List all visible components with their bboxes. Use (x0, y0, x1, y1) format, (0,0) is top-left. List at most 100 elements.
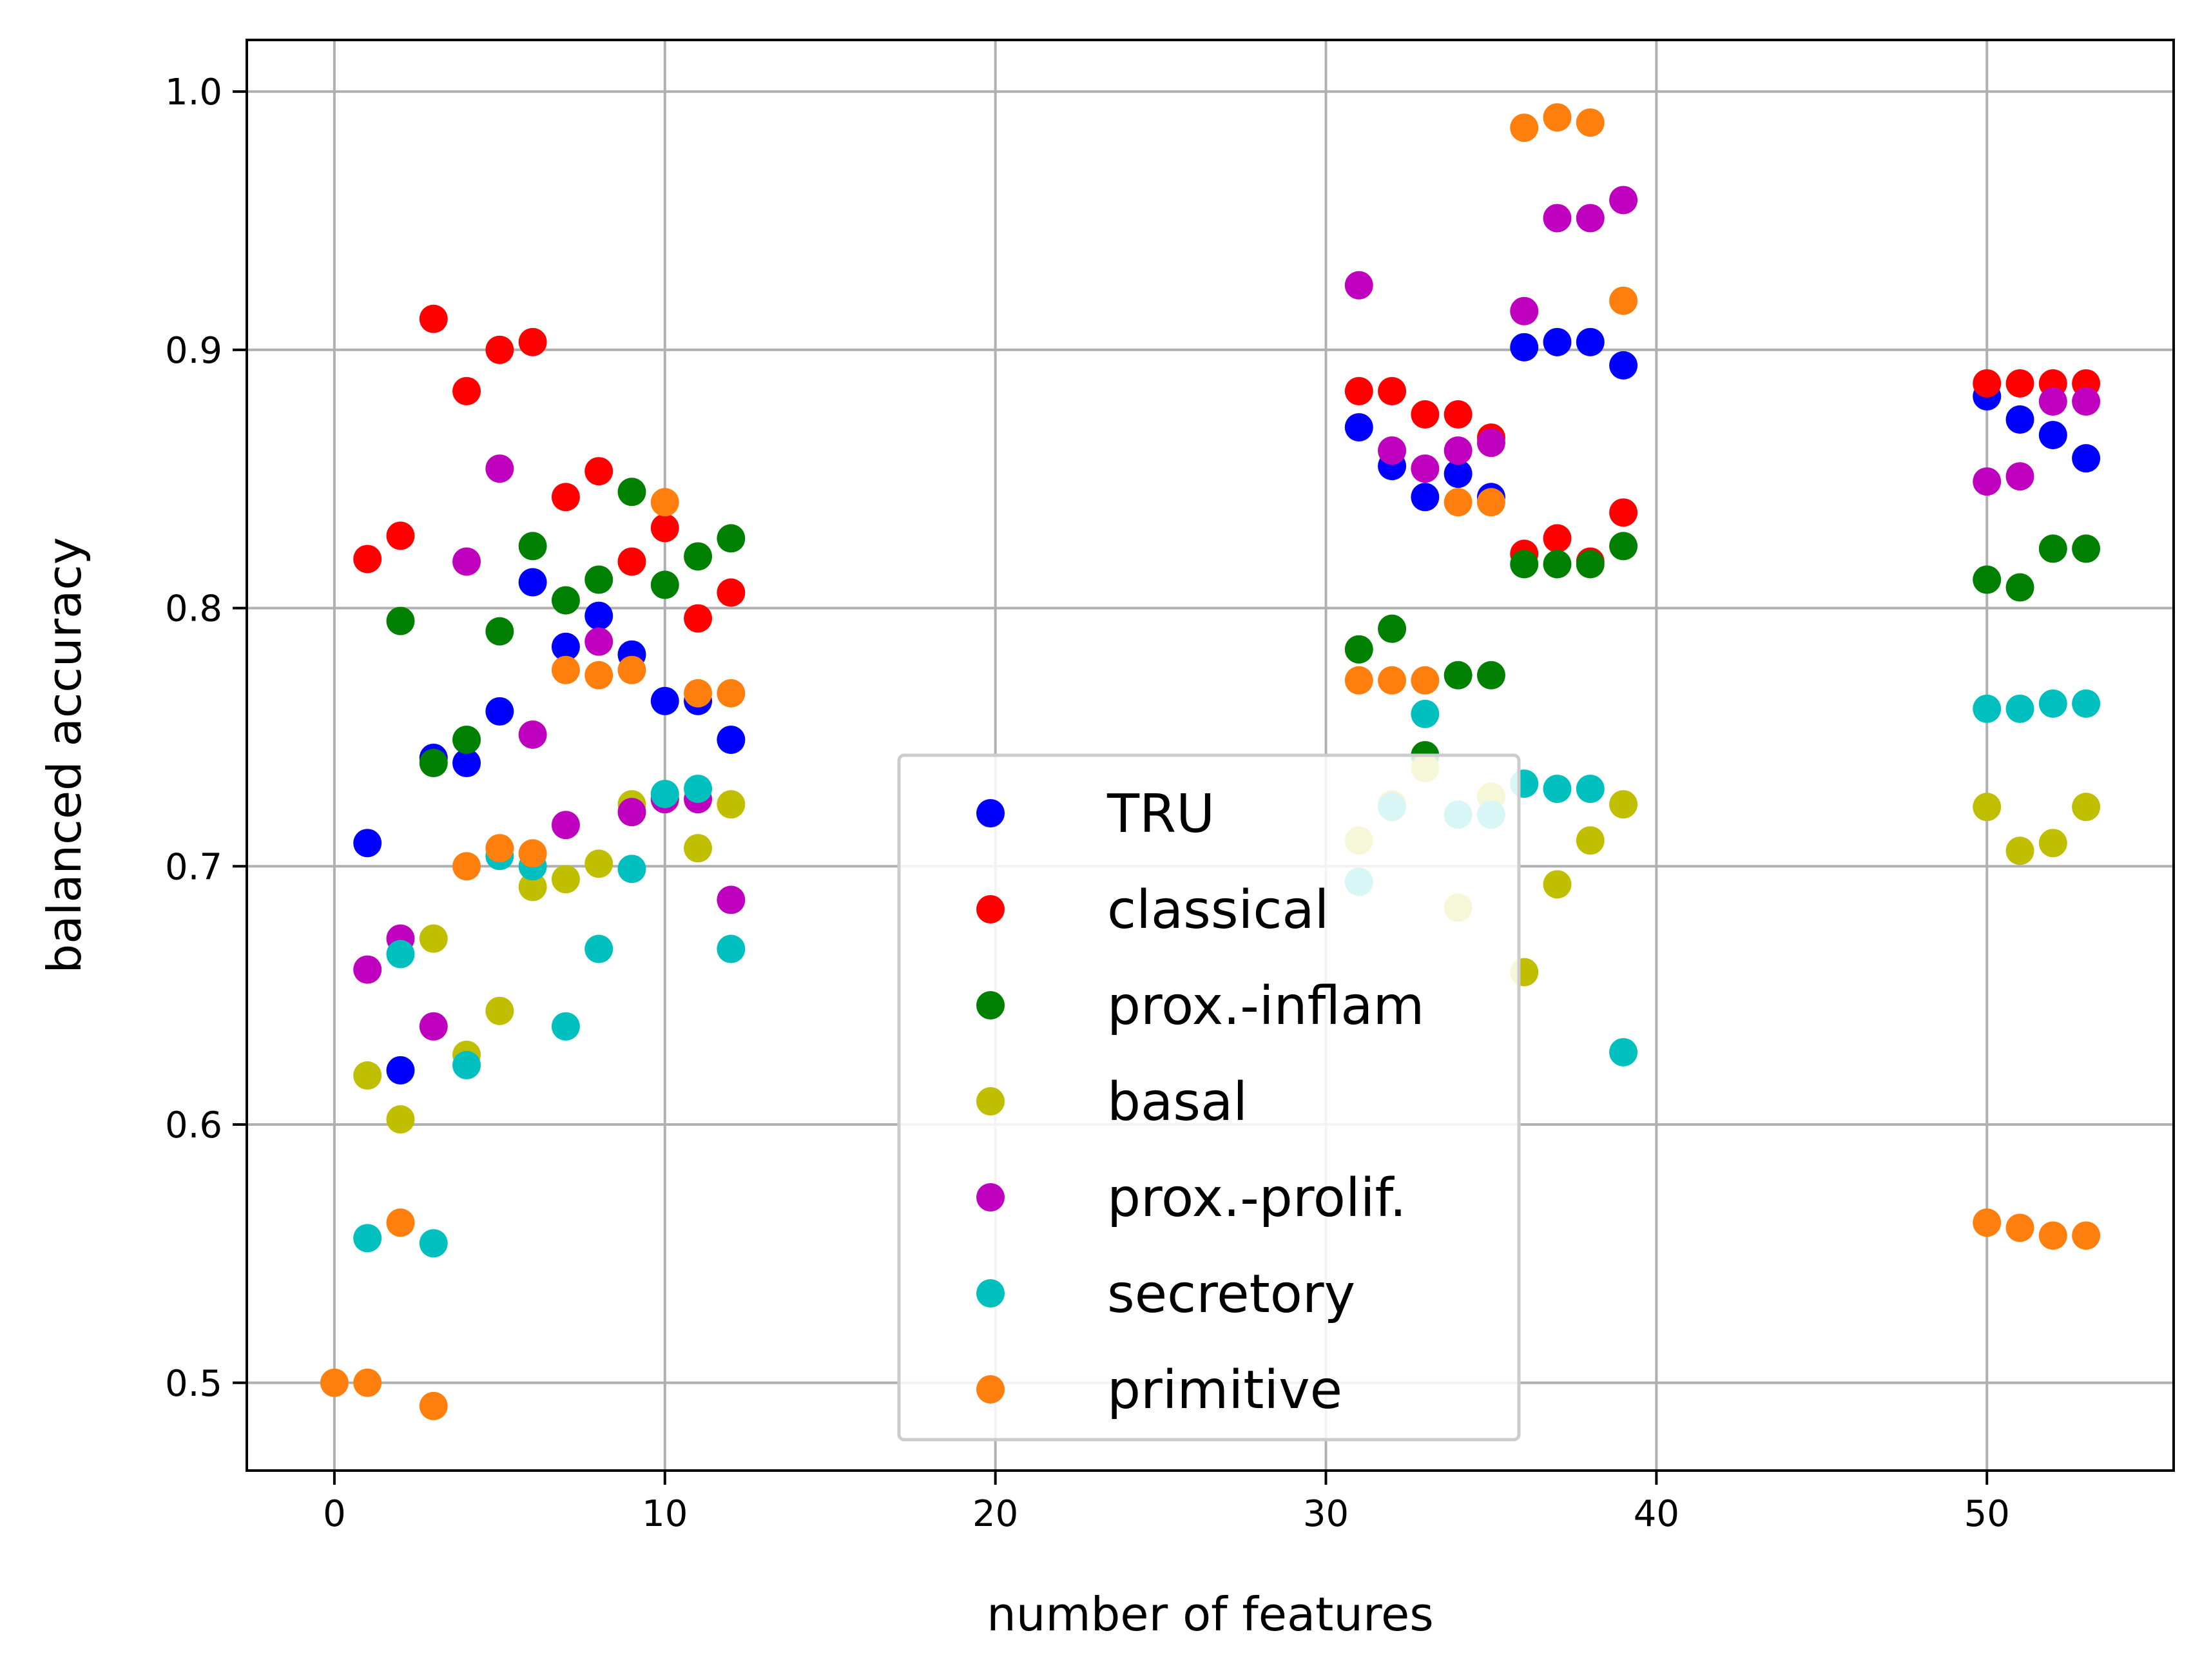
y-tick-label: 0.8 (165, 588, 222, 630)
x-tick-label: 20 (972, 1493, 1018, 1535)
data-point (650, 570, 679, 599)
data-point (386, 1105, 415, 1134)
legend-marker (976, 1375, 1005, 1404)
data-point (717, 934, 746, 963)
legend-label: TRU (1106, 784, 1215, 845)
data-point (386, 1056, 415, 1085)
x-tick-label: 30 (1303, 1493, 1349, 1535)
data-point (1973, 1208, 2002, 1237)
x-tick-label: 10 (642, 1493, 688, 1535)
data-point (2038, 534, 2067, 563)
data-point (2038, 829, 2067, 858)
legend-marker (976, 1279, 1005, 1308)
data-point (1543, 775, 1572, 804)
data-point (386, 606, 415, 635)
data-point (1378, 436, 1407, 465)
data-point (1576, 327, 1605, 356)
data-point (1543, 524, 1572, 553)
data-point (584, 601, 613, 630)
legend-label: basal (1107, 1072, 1248, 1133)
data-point (1344, 413, 1373, 442)
data-point (419, 749, 448, 778)
data-point (485, 335, 514, 364)
data-point (584, 849, 613, 878)
data-point (1344, 376, 1373, 405)
data-point (518, 720, 547, 749)
data-point (1411, 699, 1440, 728)
data-point (452, 376, 481, 405)
data-point (1609, 286, 1638, 315)
data-point (617, 854, 646, 883)
data-point (386, 940, 415, 969)
data-point (650, 780, 679, 809)
series-group (353, 186, 2101, 1041)
data-point (419, 1229, 448, 1258)
data-point (353, 1061, 382, 1090)
data-point (1444, 661, 1473, 690)
legend-marker (976, 799, 1005, 827)
data-point (1510, 296, 1539, 325)
data-point (518, 873, 547, 902)
y-axis-ticks: 0.5 0.6 0.7 0.8 0.9 1.0 (165, 72, 247, 1405)
data-point (1411, 400, 1440, 429)
y-tick-label: 0.5 (165, 1363, 222, 1405)
data-point (551, 865, 580, 894)
x-tick-label: 50 (1964, 1493, 2010, 1535)
data-point (485, 996, 514, 1025)
data-point (2005, 694, 2034, 723)
data-point (650, 514, 679, 543)
data-point (1378, 376, 1407, 405)
data-point (1476, 661, 1505, 690)
data-point (1444, 436, 1473, 465)
data-point (717, 885, 746, 914)
data-point (419, 924, 448, 953)
data-point (353, 545, 382, 574)
data-point (1609, 186, 1638, 215)
data-point (1609, 351, 1638, 380)
data-point (1476, 488, 1505, 517)
data-point (419, 1391, 448, 1420)
data-point (2072, 793, 2101, 822)
data-point (2072, 444, 2101, 473)
data-point (452, 1050, 481, 1079)
data-point (1576, 108, 1605, 137)
data-point (1973, 793, 2002, 822)
data-point (717, 578, 746, 607)
data-point (452, 749, 481, 778)
data-point (353, 829, 382, 858)
data-point (1576, 826, 1605, 855)
legend-label: classical (1107, 880, 1329, 941)
data-point (1411, 666, 1440, 695)
data-point (1444, 400, 1473, 429)
data-point (650, 686, 679, 715)
data-point (2005, 1213, 2034, 1242)
y-axis-label: balanced accuracy (37, 537, 92, 974)
data-point (1411, 483, 1440, 512)
data-point (717, 790, 746, 819)
data-point (684, 542, 713, 571)
data-point (551, 483, 580, 512)
data-point (551, 586, 580, 615)
data-point (584, 457, 613, 486)
data-point (2005, 573, 2034, 602)
data-point (584, 565, 613, 594)
legend-label: primitive (1107, 1360, 1342, 1421)
data-point (386, 521, 415, 550)
data-point (1378, 666, 1407, 695)
data-point (1973, 467, 2002, 496)
data-point (452, 725, 481, 754)
data-point (717, 679, 746, 708)
data-point (617, 478, 646, 507)
data-point (1344, 635, 1373, 664)
series-group (320, 103, 2101, 1420)
data-point (684, 604, 713, 633)
data-point (1609, 790, 1638, 819)
data-point (1609, 498, 1638, 527)
data-point (684, 679, 713, 708)
data-point (1543, 103, 1572, 132)
data-point (1411, 454, 1440, 483)
data-point (617, 547, 646, 576)
data-point (1344, 271, 1373, 300)
x-tick-label: 40 (1634, 1493, 1679, 1535)
data-point (1576, 550, 1605, 579)
